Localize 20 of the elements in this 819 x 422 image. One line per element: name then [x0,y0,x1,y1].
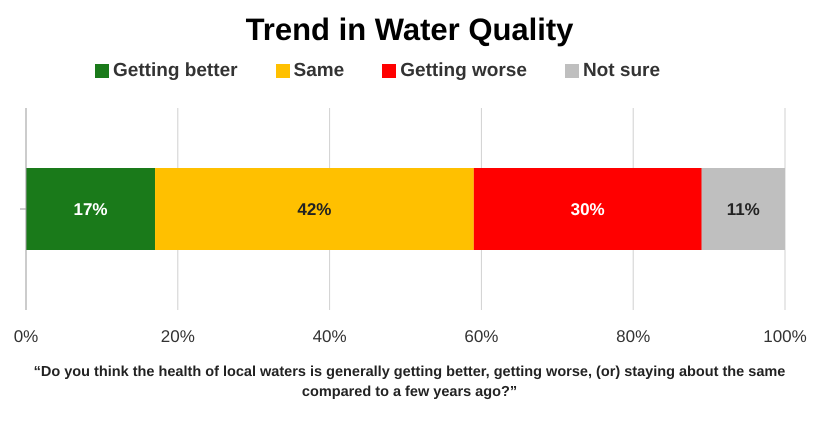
data-label: 30% [570,200,605,220]
legend-label: Getting better [112,60,238,81]
bar [702,168,785,250]
x-tick-label: 100% [763,327,807,346]
x-axis-title: “Do you think the health of local waters is generally getting better, getting worse, (or) staying about the same compared to a few years ago?” [32,363,786,402]
legend-label: Not sure [582,60,660,81]
legend-label: Getting worse [400,60,527,81]
legend-label: Same [294,60,344,81]
bar [474,168,702,250]
x-tick-label: 0% [14,327,38,346]
bar [155,168,474,250]
chart-title: Trend in Water Quality [244,11,574,49]
x-tick-label: 20% [160,327,195,346]
x-tick-label: 40% [312,327,347,346]
x-tick-label: 60% [464,327,498,346]
data-label: 42% [297,200,332,220]
bar [26,168,156,250]
data-label: 11% [726,200,760,220]
x-tick-label: 80% [616,327,650,346]
data-label: 17% [74,200,108,220]
